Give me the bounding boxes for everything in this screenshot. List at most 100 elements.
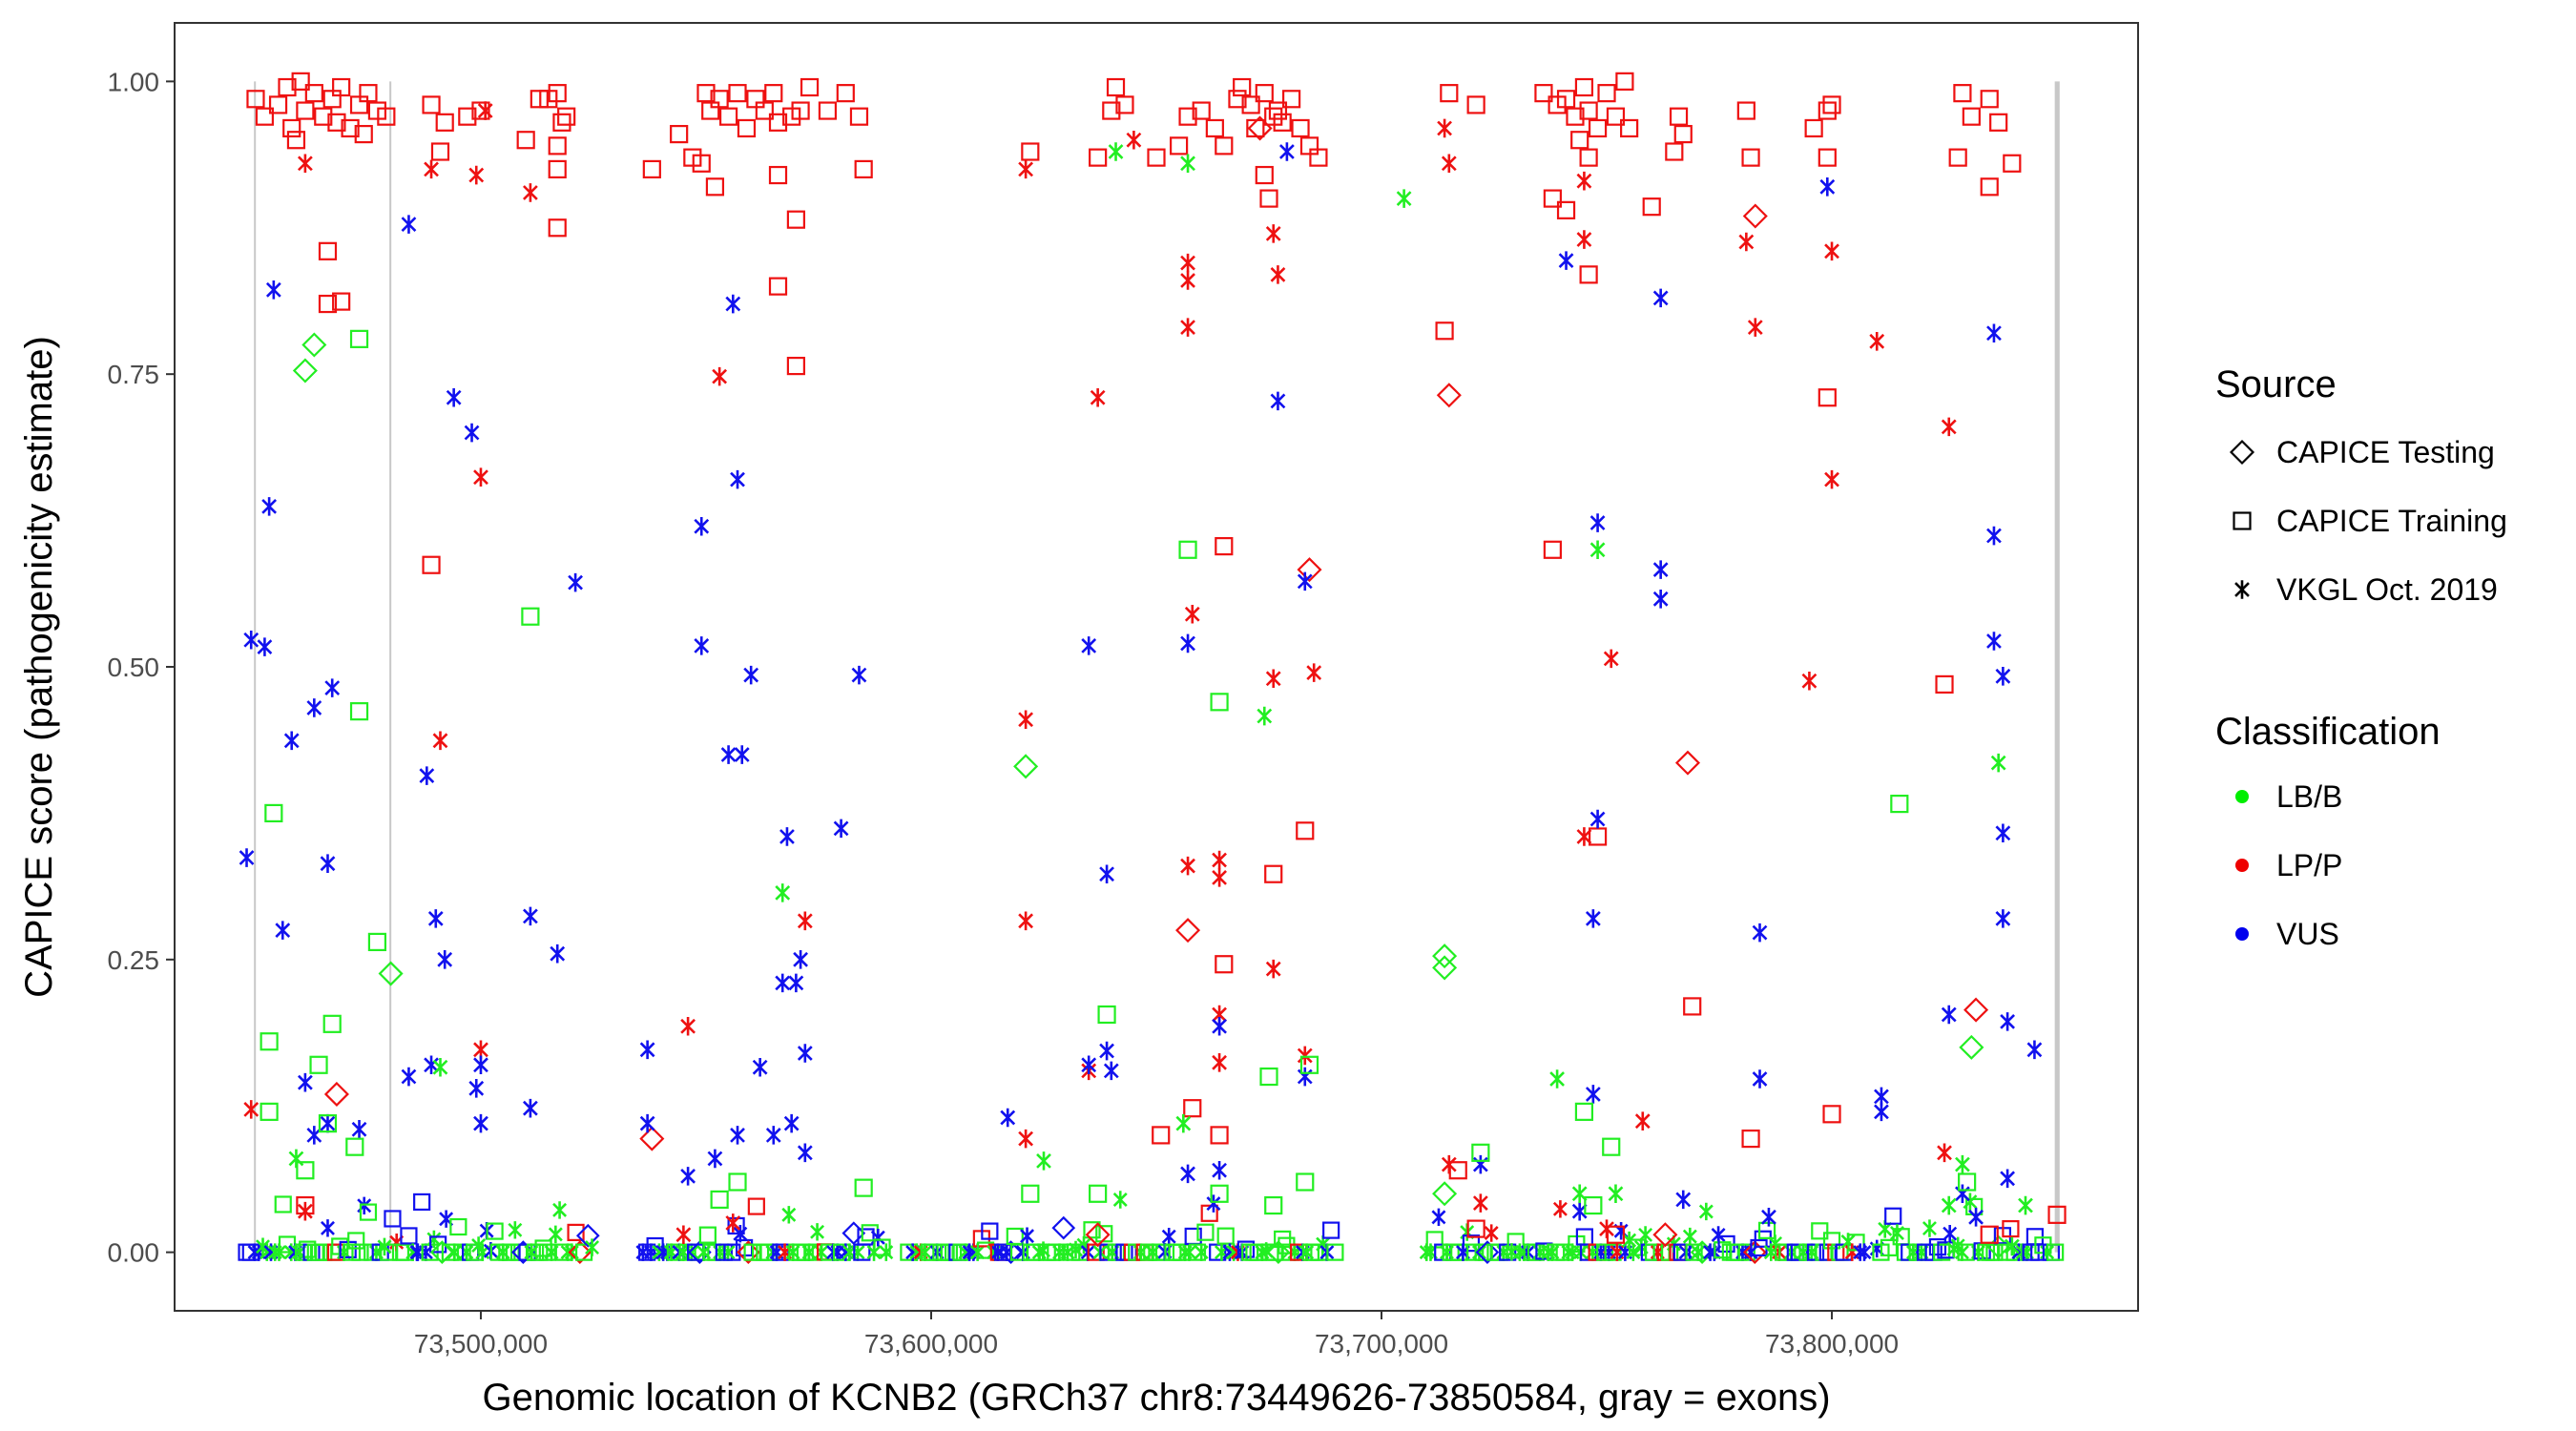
- point-asterisk: [725, 294, 741, 314]
- point-square: [332, 77, 351, 97]
- point-square: [1241, 95, 1260, 114]
- point-diamond: [1742, 203, 1768, 229]
- point-asterisk: [446, 387, 462, 407]
- point-square: [359, 1203, 378, 1221]
- point-asterisk: [1018, 911, 1033, 931]
- point-diamond: [1247, 115, 1273, 141]
- point-asterisk: [775, 883, 791, 902]
- point-asterisk: [432, 731, 448, 751]
- point-asterisk: [243, 1100, 260, 1119]
- point-asterisk: [1675, 1190, 1692, 1210]
- point-square: [786, 210, 805, 229]
- point-square: [1435, 321, 1454, 341]
- point-asterisk: [2026, 1040, 2043, 1060]
- point-asterisk: [1184, 604, 1200, 624]
- point-asterisk: [283, 731, 300, 751]
- point-asterisk: [1297, 571, 1313, 591]
- point-asterisk: [1265, 669, 1281, 689]
- point-asterisk: [797, 1044, 813, 1063]
- point-asterisk: [351, 1120, 367, 1139]
- point-square: [1255, 165, 1274, 185]
- point-asterisk: [306, 698, 322, 717]
- point-square: [1642, 197, 1661, 217]
- point-asterisk: [297, 154, 313, 174]
- legend-class-label: LP/P: [2276, 848, 2342, 882]
- point-square: [1188, 1243, 1207, 1261]
- point-asterisk: [324, 678, 341, 697]
- point-square: [1566, 107, 1585, 126]
- point-asterisk: [1099, 1041, 1114, 1061]
- point-square: [1890, 794, 1909, 814]
- point-square: [430, 142, 450, 161]
- point-asterisk: [810, 1223, 825, 1241]
- point-square: [1588, 827, 1608, 846]
- point-square: [1804, 118, 1823, 138]
- point-square: [255, 107, 275, 126]
- point-square: [1273, 113, 1292, 132]
- point-square: [516, 131, 535, 150]
- point-asterisk: [783, 1113, 800, 1133]
- point-square: [264, 803, 283, 823]
- point-diamond: [575, 1223, 600, 1248]
- point-diamond: [639, 1126, 665, 1151]
- point-asterisk: [1819, 177, 1836, 197]
- point-asterisk: [568, 572, 583, 592]
- point-asterisk: [1212, 1017, 1227, 1036]
- point-square: [1672, 1243, 1691, 1261]
- point-asterisk: [1180, 154, 1195, 174]
- point-asterisk: [1652, 590, 1669, 609]
- point-square: [1299, 1055, 1319, 1074]
- point-asterisk: [297, 1201, 313, 1221]
- point-diamond: [1051, 1215, 1076, 1240]
- point-asterisk: [712, 366, 728, 386]
- point-square: [1574, 1102, 1594, 1121]
- point-asterisk: [243, 630, 260, 650]
- legend: Source Classification CAPICE Testing CAPI…: [2215, 363, 2507, 951]
- y-tick-label: 1.00: [108, 67, 160, 96]
- point-asterisk: [1608, 1184, 1624, 1204]
- point-square: [322, 1014, 342, 1033]
- legend-class-key: [2235, 859, 2249, 872]
- point-square: [698, 1226, 717, 1244]
- point-square: [1192, 101, 1211, 120]
- point-square: [1980, 177, 1999, 197]
- y-tick-label: 0.75: [108, 360, 160, 389]
- point-square: [1259, 1067, 1278, 1087]
- point-square: [1309, 148, 1328, 167]
- point-square: [367, 932, 387, 952]
- point-asterisk: [1306, 663, 1322, 682]
- point-square: [696, 84, 716, 103]
- point-square: [1178, 107, 1197, 126]
- point-square: [435, 113, 454, 132]
- point-square: [728, 1172, 747, 1192]
- point-square: [1083, 1221, 1101, 1239]
- point-asterisk: [1752, 923, 1768, 943]
- point-square: [1615, 72, 1634, 91]
- point-asterisk: [320, 854, 336, 873]
- point-asterisk: [1441, 154, 1457, 174]
- x-tick-label: 73,700,000: [1315, 1329, 1448, 1358]
- y-axis-title: CAPICE score (pathogenicity estimate): [18, 336, 60, 998]
- point-square: [1620, 118, 1639, 138]
- legend-class-label: VUS: [2276, 917, 2339, 951]
- point-square: [642, 159, 661, 179]
- point-square: [723, 1243, 741, 1261]
- point-asterisk: [2234, 580, 2250, 599]
- point-square: [318, 1114, 338, 1133]
- point-asterisk: [788, 973, 804, 993]
- point-square: [800, 77, 820, 97]
- point-asterisk: [1941, 417, 1957, 437]
- point-square: [1215, 955, 1234, 974]
- point-square: [981, 1222, 999, 1240]
- point-asterisk: [680, 1167, 696, 1186]
- point-asterisk: [427, 909, 444, 928]
- point-asterisk: [585, 1238, 600, 1256]
- point-square: [449, 1217, 467, 1236]
- point-square: [1989, 113, 2008, 132]
- point-square: [422, 555, 441, 574]
- point-square: [1200, 1204, 1218, 1222]
- point-square: [1669, 107, 1689, 126]
- point-asterisk: [639, 1040, 655, 1060]
- legend-source-key: [2233, 511, 2252, 530]
